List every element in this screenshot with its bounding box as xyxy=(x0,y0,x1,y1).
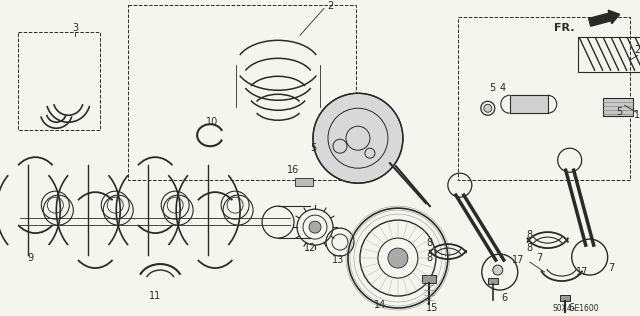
Circle shape xyxy=(313,93,403,183)
Text: 7: 7 xyxy=(536,253,543,263)
Text: 6: 6 xyxy=(568,303,575,313)
Text: 9: 9 xyxy=(28,253,33,263)
Text: 12: 12 xyxy=(304,243,316,253)
Text: 8: 8 xyxy=(427,238,433,248)
Text: 10: 10 xyxy=(206,117,218,127)
Text: 16: 16 xyxy=(287,165,299,175)
Text: 1: 1 xyxy=(634,110,639,120)
Text: 17: 17 xyxy=(511,255,524,265)
Bar xyxy=(578,37,640,72)
FancyArrow shape xyxy=(589,10,620,26)
Bar xyxy=(560,295,570,301)
Bar xyxy=(19,32,100,130)
Bar xyxy=(295,178,313,186)
Text: 2: 2 xyxy=(634,45,640,55)
Bar xyxy=(422,275,436,283)
Text: 13: 13 xyxy=(332,255,344,265)
Text: 8: 8 xyxy=(427,253,433,263)
Text: 2: 2 xyxy=(327,1,333,11)
Text: 15: 15 xyxy=(426,303,438,313)
Text: 14: 14 xyxy=(374,300,386,310)
Text: 7: 7 xyxy=(609,263,615,273)
Text: 17: 17 xyxy=(575,267,588,277)
Circle shape xyxy=(388,248,408,268)
Text: 5: 5 xyxy=(616,107,623,117)
Text: 5: 5 xyxy=(490,83,496,93)
Circle shape xyxy=(493,265,503,275)
Bar xyxy=(458,17,630,180)
Bar xyxy=(128,5,356,180)
Text: FR.: FR. xyxy=(554,23,575,33)
Text: 5: 5 xyxy=(310,143,316,153)
Bar xyxy=(488,278,498,284)
Text: S0X4-E1600: S0X4-E1600 xyxy=(552,303,599,313)
Text: 8: 8 xyxy=(527,243,533,253)
Bar xyxy=(603,98,632,116)
Text: 8: 8 xyxy=(527,230,533,240)
Circle shape xyxy=(484,104,492,112)
Text: 6: 6 xyxy=(502,293,508,303)
Bar xyxy=(510,95,548,113)
Text: 4: 4 xyxy=(500,83,506,93)
Text: 3: 3 xyxy=(72,23,78,33)
Circle shape xyxy=(309,221,321,233)
Text: 11: 11 xyxy=(149,291,161,301)
